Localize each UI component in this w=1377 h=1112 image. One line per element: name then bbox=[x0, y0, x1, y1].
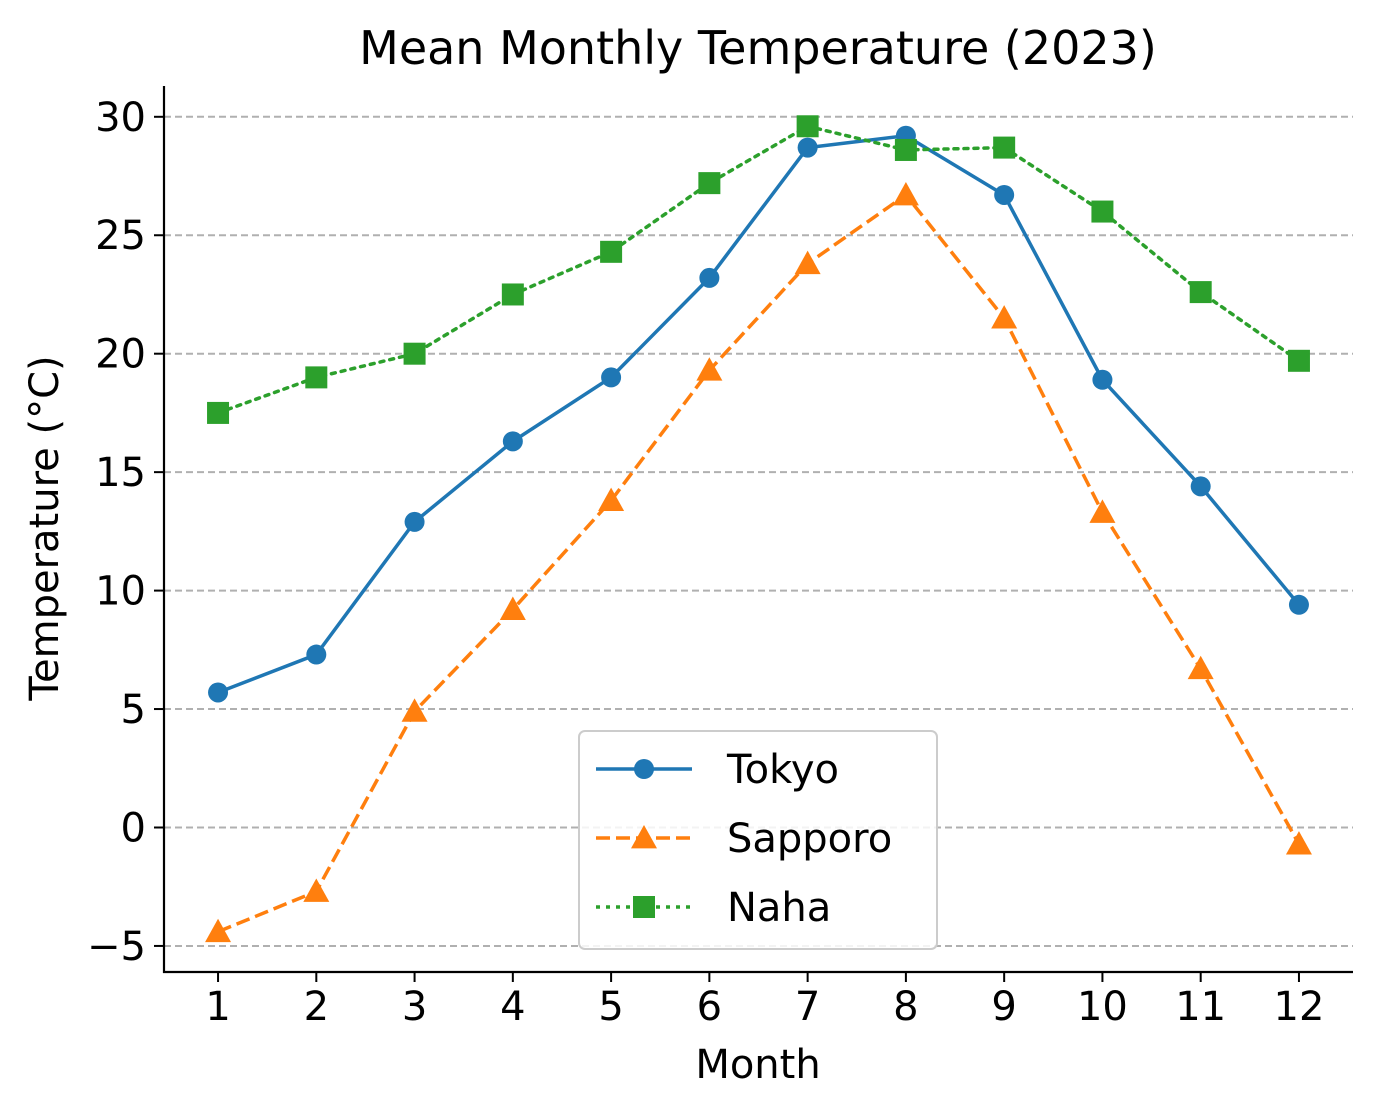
data-point-tokyo bbox=[208, 682, 229, 703]
legend: Tokyo Sapporo Naha bbox=[578, 730, 938, 950]
x-tick-label: 11 bbox=[1175, 984, 1226, 1030]
y-tick-label: 10 bbox=[95, 569, 146, 615]
data-point-tokyo bbox=[502, 431, 523, 452]
data-point-sapporo bbox=[794, 250, 821, 275]
y-axis-ticks: −5 0 5 10 15 20 25 30 bbox=[87, 95, 164, 970]
series-naha bbox=[207, 115, 1310, 424]
data-point-tokyo bbox=[797, 137, 818, 158]
y-tick-label: 15 bbox=[95, 450, 146, 496]
x-tick-label: 8 bbox=[893, 984, 918, 1030]
series-sapporo bbox=[205, 181, 1312, 943]
y-tick-label: 0 bbox=[121, 805, 146, 851]
x-axis-label: Month bbox=[695, 1042, 820, 1088]
data-point-naha bbox=[600, 240, 623, 263]
data-point-naha bbox=[305, 366, 328, 389]
series-lines bbox=[205, 115, 1312, 943]
data-point-naha bbox=[698, 172, 721, 195]
x-tick-label: 6 bbox=[697, 984, 722, 1030]
series-line-tokyo bbox=[217, 133, 1301, 695]
axes bbox=[162, 86, 1353, 974]
y-tick-label: 25 bbox=[95, 213, 146, 259]
data-point-naha bbox=[207, 401, 230, 424]
legend-label-sapporo: Sapporo bbox=[727, 816, 892, 862]
y-tick-label: −5 bbox=[87, 924, 146, 970]
series-line-sapporo bbox=[217, 193, 1301, 934]
data-point-sapporo bbox=[892, 181, 919, 206]
data-point-naha bbox=[403, 342, 426, 365]
data-point-naha bbox=[993, 136, 1016, 159]
x-tick-label: 1 bbox=[205, 984, 230, 1030]
legend-marker-tokyo bbox=[634, 759, 654, 779]
data-point-sapporo bbox=[1089, 499, 1116, 523]
x-tick-label: 12 bbox=[1274, 984, 1325, 1030]
data-point-tokyo bbox=[306, 644, 327, 665]
series-tokyo bbox=[208, 125, 1309, 703]
data-point-naha bbox=[796, 115, 819, 138]
data-point-naha bbox=[894, 138, 917, 161]
x-tick-label: 4 bbox=[500, 984, 525, 1030]
data-point-naha bbox=[1189, 281, 1212, 304]
data-point-sapporo bbox=[401, 698, 428, 722]
legend-label-tokyo: Tokyo bbox=[726, 747, 839, 793]
y-tick-label: 5 bbox=[121, 687, 146, 733]
data-point-tokyo bbox=[404, 511, 425, 532]
data-point-sapporo bbox=[991, 305, 1018, 329]
data-point-sapporo bbox=[598, 487, 625, 511]
data-point-sapporo bbox=[499, 596, 526, 620]
x-tick-label: 3 bbox=[402, 984, 427, 1030]
data-point-tokyo bbox=[994, 184, 1015, 205]
y-tick-label: 20 bbox=[95, 332, 146, 378]
x-tick-label: 2 bbox=[304, 984, 329, 1030]
data-point-naha bbox=[1091, 200, 1114, 223]
data-point-sapporo bbox=[696, 357, 723, 381]
x-tick-label: 5 bbox=[598, 984, 623, 1030]
data-point-sapporo bbox=[1187, 655, 1214, 680]
data-point-tokyo bbox=[1288, 594, 1309, 615]
data-point-tokyo bbox=[601, 367, 622, 388]
data-point-tokyo bbox=[1092, 369, 1113, 390]
x-tick-label: 10 bbox=[1077, 984, 1128, 1030]
data-point-tokyo bbox=[699, 267, 720, 288]
y-axis-label: Temperature (°C) bbox=[22, 355, 68, 701]
series-line-naha bbox=[216, 124, 1301, 415]
x-tick-label: 9 bbox=[991, 984, 1016, 1030]
data-point-naha bbox=[1287, 349, 1310, 372]
x-axis-ticks: 1 2 3 4 5 6 7 8 9 10 11 12 bbox=[205, 972, 1324, 1030]
chart-title: Mean Monthly Temperature (2023) bbox=[359, 21, 1157, 75]
legend-label-naha: Naha bbox=[727, 885, 831, 931]
y-tick-label: 30 bbox=[95, 95, 146, 141]
legend-box bbox=[578, 730, 938, 950]
data-point-sapporo bbox=[205, 918, 232, 943]
legend-marker-naha bbox=[633, 896, 655, 918]
legend-marker-sapporo bbox=[631, 825, 657, 849]
data-point-naha bbox=[501, 283, 524, 306]
data-point-sapporo bbox=[1285, 831, 1312, 855]
data-point-sapporo bbox=[303, 878, 330, 902]
x-tick-label: 7 bbox=[795, 984, 820, 1030]
data-point-tokyo bbox=[1190, 476, 1211, 497]
